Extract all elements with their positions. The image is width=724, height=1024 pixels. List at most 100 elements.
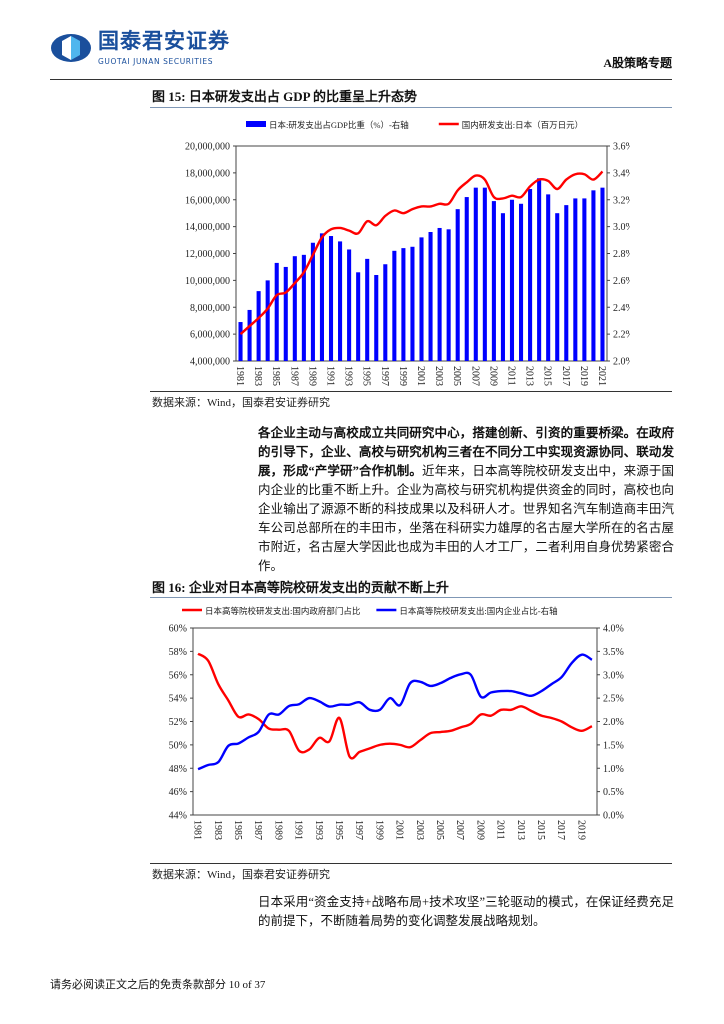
legend-label: 国内研发支出:日本（百万日元） (462, 120, 583, 130)
x-axis-tick-label: 2019 (575, 820, 586, 840)
bar-1988 (301, 254, 306, 361)
bar-2006 (464, 197, 469, 361)
left-axis-tick-label: 48% (169, 764, 187, 775)
bar-1991 (328, 236, 334, 361)
series-line-1 (239, 170, 604, 336)
left-axis-tick-label: 54% (169, 694, 187, 705)
bar-2008 (482, 187, 487, 361)
x-axis-tick-label: 1983 (252, 366, 263, 386)
figure16-chart: 44% 46% 48% 50% 52% 54% 56% 58% 60% 0.0% 0.5% 1.0% 1… (169, 606, 624, 840)
figure15-title-rule (150, 107, 672, 108)
series-line-0 (197, 652, 593, 760)
logo-text-cn: 国泰君安证券 (98, 29, 230, 53)
right-axis-tick-label: 3.6% (613, 142, 630, 153)
right-axis-tick-label: 0.5% (603, 787, 624, 798)
bar-2017 (564, 205, 569, 361)
x-axis-tick-label: 1985 (270, 366, 281, 386)
header-divider (50, 79, 672, 80)
x-axis-tick-label: 2005 (434, 820, 445, 840)
right-axis-tick-label: 2.6% (613, 276, 630, 287)
x-axis-tick-label: 2003 (414, 820, 425, 840)
bar-1998 (392, 250, 397, 361)
footer-disclaimer: 请务必阅读正文之后的免责条款部分 (50, 979, 226, 991)
bar-1989 (310, 242, 315, 361)
x-axis-tick-label: 2001 (394, 820, 405, 840)
figure16-title: 图 16: 企业对日本高等院校研发支出的贡献不断上升 (152, 580, 449, 595)
paragraph-1-bold: 各企业主动与高校成立共同研究中心，搭建创新、引资的重要桥梁。在政府的引导下，企业… (258, 426, 674, 478)
left-axis-tick-label: 14,000,000 (185, 222, 230, 233)
right-axis-tick-label: 2.8% (613, 249, 630, 260)
x-axis-tick-label: 2015 (542, 366, 553, 386)
bar-1987 (292, 256, 297, 361)
x-axis-tick-label: 1987 (252, 820, 263, 840)
figure15-title: 图 15: 日本研发支出占 GDP 的比重呈上升态势 (152, 89, 418, 104)
bar-2000 (410, 246, 415, 361)
x-axis-tick-label: 2005 (451, 366, 462, 386)
left-axis-tick-label: 44% (169, 811, 187, 822)
right-axis-tick-label: 3.0% (603, 670, 624, 681)
right-axis-tick-label: 3.4% (613, 168, 630, 179)
bar-2019 (582, 198, 587, 361)
left-axis-tick-label: 16,000,000 (185, 195, 230, 206)
right-axis-tick-label: 2.2% (613, 330, 630, 341)
legend-label: 日本高等院校研发支出:国内企业占比-右轴 (399, 606, 557, 616)
x-axis-tick-label: 1997 (353, 820, 364, 840)
left-axis-tick-label: 50% (169, 740, 187, 751)
x-axis-tick-label: 2019 (578, 366, 589, 386)
x-axis-tick-label: 2013 (515, 820, 526, 840)
left-axis-tick-label: 18,000,000 (185, 168, 230, 179)
bar-1995 (365, 258, 370, 361)
x-axis-tick-label: 2007 (454, 820, 465, 840)
x-axis-tick-label: 1983 (212, 820, 223, 840)
bar-2012 (519, 203, 524, 361)
paragraph-1-text: 近年来，日本高等院校研发支出中，来源于国内企业的比重不断上升。企业为高校与研究机… (258, 464, 674, 573)
bar-2002 (428, 232, 433, 361)
bar-2015 (546, 194, 551, 361)
x-axis-tick-label: 1995 (361, 366, 372, 386)
bar-2005 (455, 209, 460, 361)
x-axis-tick-label: 2021 (596, 366, 607, 386)
figure15-source: 数据来源：Wind，国泰君安证券研究 (152, 397, 330, 409)
series-line-1 (197, 653, 593, 771)
left-axis-tick-label: 56% (169, 670, 187, 681)
x-axis-tick-label: 2009 (474, 820, 485, 840)
left-axis-tick-label: 58% (169, 647, 187, 658)
x-axis-tick-label: 1991 (293, 820, 304, 840)
bar-1996 (374, 275, 379, 361)
bar-1984 (265, 280, 270, 361)
x-axis-tick-label: 1987 (288, 366, 299, 386)
left-axis-tick-label: 46% (169, 787, 187, 798)
x-axis-tick-label: 1985 (232, 820, 243, 840)
x-axis-tick-label: 2003 (433, 366, 444, 386)
body-paragraph-1: 各企业主动与高校成立共同研究中心，搭建创新、引资的重要桥梁。在政府的引导下，企业… (258, 424, 674, 576)
right-axis-tick-label: 1.5% (603, 740, 624, 751)
x-axis-tick-label: 2017 (560, 366, 571, 386)
bar-2013 (528, 189, 533, 361)
bar-2014 (537, 178, 542, 361)
bar-1985 (274, 262, 279, 361)
x-axis-tick-label: 2013 (524, 366, 535, 386)
bar-2020 (591, 190, 596, 361)
bar-1999 (401, 248, 406, 361)
bar-2010 (500, 213, 505, 361)
x-axis-tick-label: 1989 (272, 820, 283, 840)
bar-2016 (555, 213, 560, 361)
x-axis-tick-label: 2011 (495, 820, 506, 840)
left-axis-tick-label: 52% (169, 717, 187, 728)
page-number: 10 of 37 (228, 979, 266, 991)
figure15-bottom-rule (150, 391, 672, 392)
right-axis-tick-label: 3.0% (613, 222, 630, 233)
left-axis-tick-label: 8,000,000 (190, 303, 230, 314)
right-axis-tick-label: 2.4% (613, 303, 630, 314)
logo-text-en: GUOTAI JUNAN SECURITIES (98, 57, 214, 66)
bar-1983 (256, 291, 261, 361)
bar-2007 (473, 187, 478, 361)
bar-2003 (437, 227, 442, 361)
logo-icon (51, 34, 91, 62)
x-axis-tick-label: 1997 (379, 366, 390, 386)
x-axis-tick-label: 1989 (306, 366, 317, 386)
bar-2018 (573, 198, 578, 361)
plot-frame (192, 627, 598, 816)
x-axis-tick-label: 1995 (333, 820, 344, 840)
footer: 请务必阅读正文之后的免责条款部分 10 of 37 (50, 978, 265, 992)
